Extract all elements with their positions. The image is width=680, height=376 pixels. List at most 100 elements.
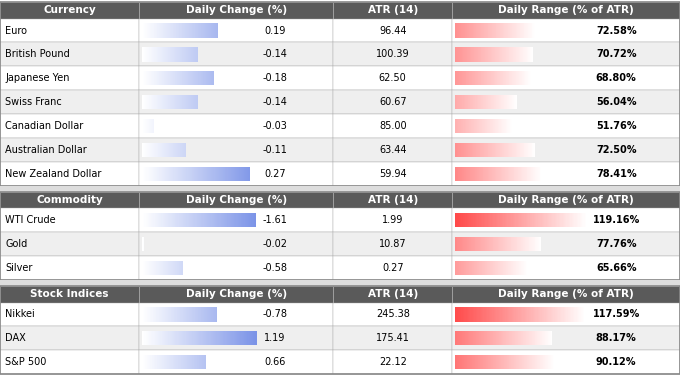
Bar <box>0 232 139 256</box>
Bar <box>165 23 166 38</box>
Text: DAX: DAX <box>5 333 27 343</box>
Bar <box>541 355 542 369</box>
Bar <box>549 355 550 369</box>
Bar <box>494 237 495 251</box>
Bar <box>452 350 680 374</box>
Bar <box>458 213 459 227</box>
Bar <box>469 261 470 275</box>
Bar <box>144 23 145 38</box>
Bar <box>492 307 494 321</box>
Bar <box>333 114 452 138</box>
Bar <box>456 261 457 275</box>
Bar <box>156 213 157 227</box>
Bar <box>161 307 162 321</box>
Bar <box>464 71 466 85</box>
Bar <box>479 47 480 62</box>
Bar <box>207 307 208 321</box>
Bar <box>514 261 515 275</box>
Bar <box>488 143 489 157</box>
Bar <box>333 286 452 303</box>
Bar <box>166 213 167 227</box>
Bar <box>194 167 195 181</box>
Bar <box>517 261 519 275</box>
Bar <box>0 303 139 326</box>
Bar <box>197 23 198 38</box>
Bar <box>238 331 239 346</box>
Bar <box>504 237 505 251</box>
Bar <box>194 23 195 38</box>
Bar <box>470 261 471 275</box>
Bar <box>455 307 456 321</box>
Bar <box>551 355 552 369</box>
Bar <box>0 280 680 286</box>
Bar <box>569 213 571 227</box>
Text: 51.76%: 51.76% <box>596 121 636 131</box>
Bar <box>471 237 472 251</box>
Bar <box>472 23 473 38</box>
Bar <box>471 355 472 369</box>
Bar <box>189 331 190 346</box>
Bar <box>499 47 500 62</box>
Bar <box>200 71 201 85</box>
Bar <box>545 355 546 369</box>
Bar <box>513 261 514 275</box>
Bar <box>159 331 160 346</box>
Bar <box>520 331 521 346</box>
Bar <box>479 213 480 227</box>
Bar <box>176 71 177 85</box>
Bar <box>458 71 459 85</box>
Bar <box>226 167 228 181</box>
Bar <box>473 47 475 62</box>
Bar <box>526 23 527 38</box>
Bar <box>0 90 139 114</box>
Bar <box>548 331 549 346</box>
Bar <box>562 307 564 321</box>
Bar <box>169 23 170 38</box>
Bar <box>537 331 539 346</box>
Bar <box>179 307 180 321</box>
Text: Australian Dollar: Australian Dollar <box>5 145 87 155</box>
Bar <box>465 143 466 157</box>
Bar <box>496 307 498 321</box>
Bar <box>501 47 502 62</box>
Bar <box>175 23 176 38</box>
Bar <box>148 167 149 181</box>
Bar <box>507 23 508 38</box>
Bar <box>212 331 213 346</box>
Bar <box>493 213 494 227</box>
Bar <box>470 23 471 38</box>
Text: -0.14: -0.14 <box>262 97 288 107</box>
Bar <box>568 213 569 227</box>
Bar <box>471 331 473 346</box>
Bar <box>0 208 139 232</box>
Bar <box>475 47 476 62</box>
Bar <box>468 355 469 369</box>
Bar <box>524 143 525 157</box>
Bar <box>517 213 518 227</box>
Bar <box>464 355 465 369</box>
Bar <box>485 213 486 227</box>
Bar <box>475 307 477 321</box>
Bar <box>515 237 517 251</box>
Bar <box>545 213 547 227</box>
Bar <box>530 237 531 251</box>
Bar <box>518 331 519 346</box>
Bar <box>535 237 537 251</box>
Bar <box>500 261 501 275</box>
Bar <box>473 355 474 369</box>
Bar <box>152 71 153 85</box>
Bar <box>242 213 243 227</box>
Bar <box>243 167 245 181</box>
Bar <box>483 143 484 157</box>
Bar <box>501 213 502 227</box>
Bar <box>492 261 493 275</box>
Bar <box>511 261 512 275</box>
Bar <box>507 71 508 85</box>
Bar <box>515 331 516 346</box>
Bar <box>452 256 680 280</box>
Bar <box>528 355 529 369</box>
Bar <box>460 331 461 346</box>
Bar <box>169 71 170 85</box>
Bar <box>333 42 452 66</box>
Bar <box>538 237 539 251</box>
